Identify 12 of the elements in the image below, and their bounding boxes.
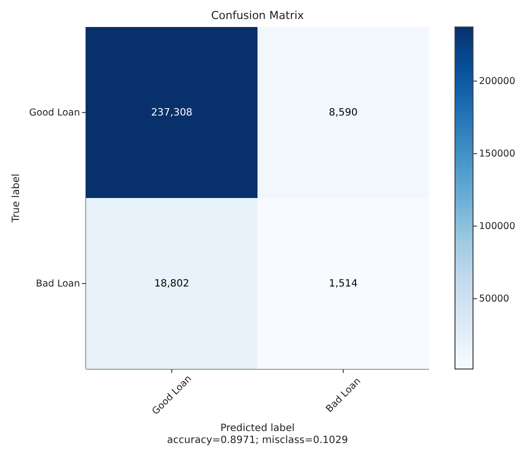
x-axis-title: Predicted label <box>219 423 296 435</box>
color-bar-label: 50000 <box>479 293 510 304</box>
data-label: 8,590 <box>328 107 358 118</box>
color-bar-label: 200000 <box>479 76 516 87</box>
y-axis-title: True label <box>11 172 23 224</box>
data-label: 18,802 <box>154 278 190 289</box>
color-bar-label: 150000 <box>479 148 516 160</box>
color-bar-label: 100000 <box>479 220 516 232</box>
data-label: 237,308 <box>151 107 192 118</box>
text: accuracy=0.8971; misclass=0.1029 <box>166 435 349 447</box>
data-label: 1,514 <box>328 278 358 289</box>
chart-title: Confusion Matrix <box>210 9 305 23</box>
